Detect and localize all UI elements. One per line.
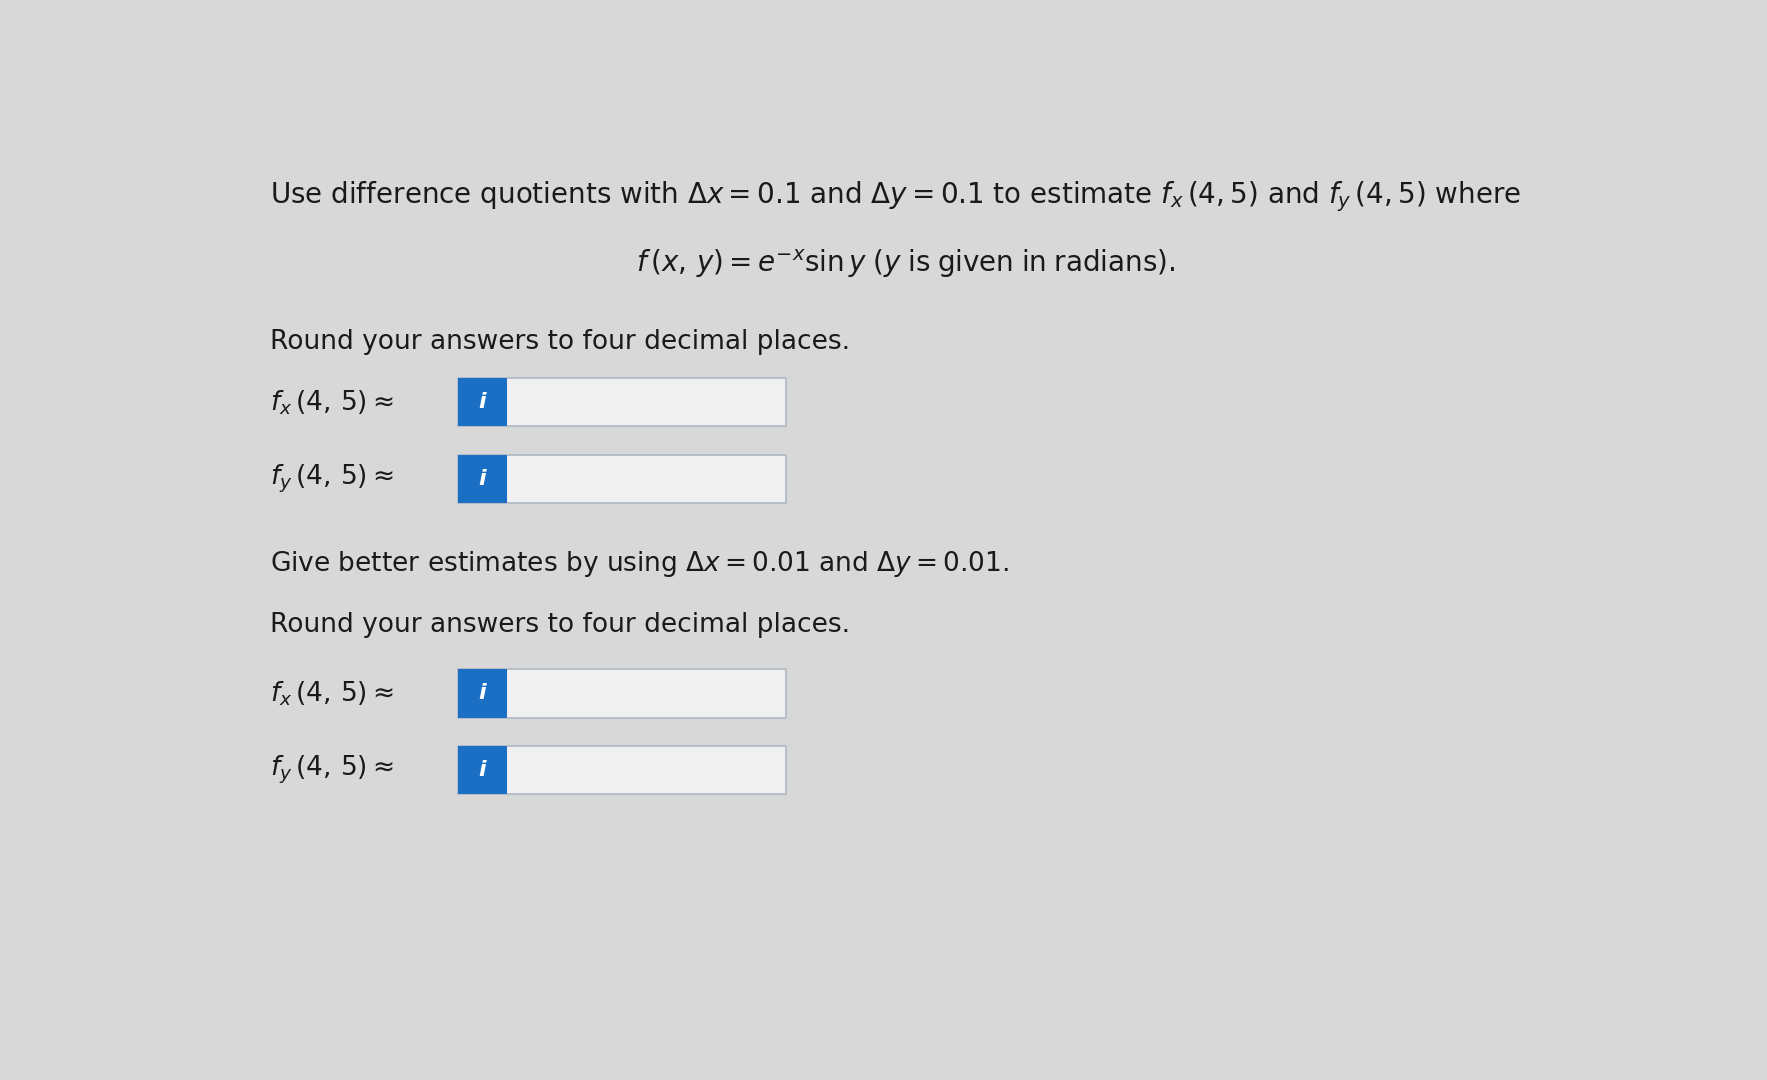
Text: i: i xyxy=(479,469,486,489)
Text: $f_y\,(4,\,5) \approx$: $f_y\,(4,\,5) \approx$ xyxy=(270,754,394,786)
Text: i: i xyxy=(479,760,486,780)
FancyBboxPatch shape xyxy=(458,670,786,717)
FancyBboxPatch shape xyxy=(458,746,507,794)
Text: $f\,(x,\,y) = e^{-x}\sin y\;(y\;\mathrm{is\;given\;in\;radians}).$: $f\,(x,\,y) = e^{-x}\sin y\;(y\;\mathrm{… xyxy=(636,247,1175,280)
FancyBboxPatch shape xyxy=(458,378,507,427)
Text: i: i xyxy=(479,392,486,413)
Text: Round your answers to four decimal places.: Round your answers to four decimal place… xyxy=(270,329,850,355)
FancyBboxPatch shape xyxy=(458,455,507,503)
FancyBboxPatch shape xyxy=(458,670,507,717)
FancyBboxPatch shape xyxy=(458,455,786,503)
Text: Give better estimates by using $\Delta x = 0.01$ and $\Delta y = 0.01$.: Give better estimates by using $\Delta x… xyxy=(270,549,1009,579)
Text: $f_y\,(4,\,5) \approx$: $f_y\,(4,\,5) \approx$ xyxy=(270,462,394,495)
Text: $f_x\,(4,\,5) \approx$: $f_x\,(4,\,5) \approx$ xyxy=(270,679,394,707)
FancyBboxPatch shape xyxy=(458,746,786,794)
Text: $f_x\,(4,\,5) \approx$: $f_x\,(4,\,5) \approx$ xyxy=(270,388,394,417)
FancyBboxPatch shape xyxy=(458,378,786,427)
Text: Use difference quotients with $\Delta x = 0.1$ and $\Delta y = 0.1$ to estimate : Use difference quotients with $\Delta x … xyxy=(270,179,1521,214)
Text: Round your answers to four decimal places.: Round your answers to four decimal place… xyxy=(270,612,850,638)
Text: i: i xyxy=(479,684,486,703)
